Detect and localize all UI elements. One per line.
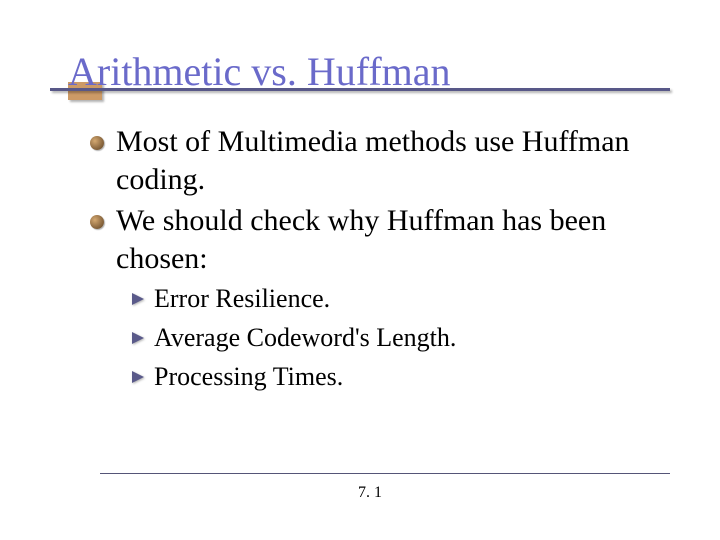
- slide-number: 7. 1: [0, 484, 720, 502]
- bullet-text: Most of Multimedia methods use Huffman c…: [116, 123, 670, 198]
- slide-title: Arithmetic vs. Huffman: [50, 48, 670, 95]
- sub-bullet-item: Error Resilience.: [132, 281, 670, 316]
- bullet-text: We should check why Huffman has been cho…: [116, 202, 670, 277]
- footer-divider: [100, 473, 670, 474]
- sub-bullet-list: Error Resilience. Average Codeword's Len…: [90, 281, 670, 394]
- bullet-arrow-icon: [132, 371, 144, 383]
- bullet-arrow-icon: [132, 293, 144, 305]
- sub-bullet-text: Average Codeword's Length.: [154, 320, 456, 355]
- sub-bullet-text: Processing Times.: [154, 359, 343, 394]
- sub-bullet-text: Error Resilience.: [154, 281, 330, 316]
- sub-bullet-item: Processing Times.: [132, 359, 670, 394]
- bullet-sphere-icon: [90, 136, 104, 150]
- bullet-item: We should check why Huffman has been cho…: [90, 202, 670, 277]
- sub-bullet-item: Average Codeword's Length.: [132, 320, 670, 355]
- bullet-arrow-icon: [132, 332, 144, 344]
- bullet-item: Most of Multimedia methods use Huffman c…: [90, 123, 670, 198]
- title-area: Arithmetic vs. Huffman: [50, 48, 670, 95]
- bullet-sphere-icon: [90, 215, 104, 229]
- slide-content: Most of Multimedia methods use Huffman c…: [50, 115, 670, 394]
- slide: Arithmetic vs. Huffman Most of Multimedi…: [0, 0, 720, 540]
